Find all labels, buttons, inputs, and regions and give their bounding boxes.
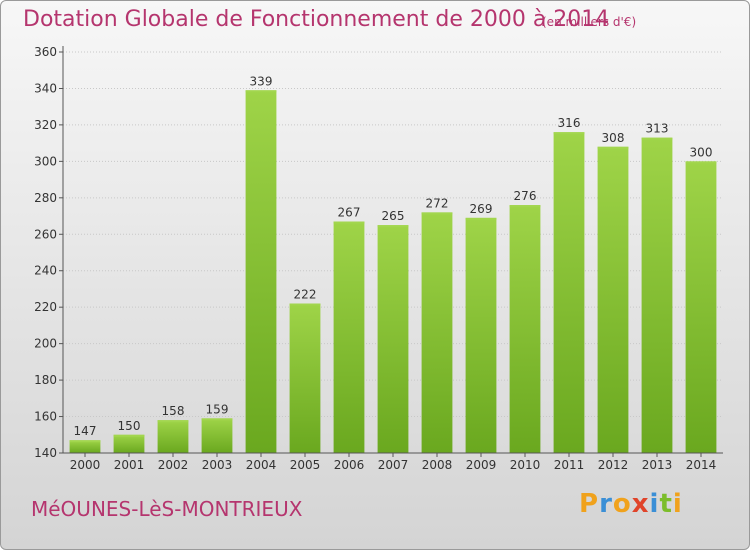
bar — [597, 146, 629, 454]
proxiti-logo: Proxiti — [579, 489, 683, 519]
x-tick-label: 2002 — [158, 458, 189, 472]
bar-highlight — [113, 434, 145, 437]
y-tick-label: 300 — [34, 154, 57, 168]
bar-highlight — [377, 225, 409, 228]
x-tick-label: 2011 — [554, 458, 585, 472]
logo-letter: t — [659, 489, 673, 519]
bar-highlight — [157, 420, 189, 423]
x-tick-label: 2003 — [202, 458, 233, 472]
bar-highlight — [509, 205, 541, 208]
x-tick-label: 2000 — [70, 458, 101, 472]
bars — [69, 90, 717, 454]
y-tick-label: 140 — [34, 446, 57, 460]
x-tick-label: 2008 — [422, 458, 453, 472]
y-tick-label: 220 — [34, 300, 57, 314]
bar — [245, 90, 277, 453]
data-label: 313 — [646, 122, 669, 136]
bar-highlight — [201, 418, 233, 421]
y-tick-label: 280 — [34, 191, 57, 205]
bar — [465, 217, 497, 453]
bar-highlight — [289, 303, 321, 306]
y-tick-label: 260 — [34, 227, 57, 241]
data-label: 265 — [382, 209, 405, 223]
data-label: 222 — [294, 288, 317, 302]
data-label: 276 — [514, 189, 537, 203]
y-tick-label: 340 — [34, 81, 57, 95]
bar — [421, 212, 453, 453]
x-tick-label: 2006 — [334, 458, 365, 472]
bar — [333, 221, 365, 453]
logo-letter: i — [649, 489, 660, 519]
bar — [201, 418, 233, 453]
chart-subtitle: (en milliers d'€) — [542, 15, 637, 29]
bar — [509, 205, 541, 453]
bar — [685, 161, 717, 453]
bar-highlight — [245, 90, 277, 93]
data-label: 269 — [470, 202, 493, 216]
data-label: 339 — [250, 74, 273, 88]
x-tick-label: 2009 — [466, 458, 497, 472]
x-tick-label: 2001 — [114, 458, 145, 472]
data-labels: 147 150 158 159 339 222 267 265 272 269 276 316 308 3… — [74, 74, 713, 438]
y-tick-label: 240 — [34, 264, 57, 278]
logo-letter: i — [672, 489, 683, 519]
bar — [289, 303, 321, 453]
y-tick-label: 200 — [34, 337, 57, 351]
logo-letter: x — [631, 489, 650, 519]
data-label: 308 — [602, 131, 625, 145]
chart-title: Dotation Globale de Fonctionnement de 20… — [23, 7, 610, 32]
x-tick-label: 2005 — [290, 458, 321, 472]
data-label: 316 — [558, 116, 581, 130]
y-tick-label: 320 — [34, 118, 57, 132]
x-tick-label: 2007 — [378, 458, 409, 472]
bar-highlight — [333, 221, 365, 224]
bar-highlight — [465, 217, 497, 220]
bar — [641, 137, 673, 453]
bar-highlight — [641, 137, 673, 140]
data-label: 300 — [690, 145, 713, 159]
bar-highlight — [597, 146, 629, 149]
bar — [157, 420, 189, 453]
data-label: 150 — [118, 419, 141, 433]
bar-highlight — [685, 161, 717, 164]
data-label: 147 — [74, 424, 97, 438]
bar — [69, 440, 101, 453]
y-tick-label: 160 — [34, 410, 57, 424]
bar-highlight — [69, 440, 101, 443]
logo-letter: P — [579, 489, 600, 519]
bar — [553, 132, 585, 453]
commune-name: MéOUNES-LèS-MONTRIEUX — [31, 497, 303, 521]
data-label: 159 — [206, 402, 229, 416]
bar-highlight — [421, 212, 453, 215]
x-tick-label: 2004 — [246, 458, 277, 472]
logo-letter: r — [599, 489, 613, 519]
logo-letter: o — [612, 489, 632, 519]
bar — [113, 434, 145, 453]
x-tick-label: 2010 — [510, 458, 541, 472]
data-label: 158 — [162, 404, 185, 418]
y-tick-label: 360 — [34, 45, 57, 59]
x-tick-label: 2013 — [642, 458, 673, 472]
x-tick-label: 2012 — [598, 458, 629, 472]
axes: 140 160 180 200 220 240 260 280 300 320 340 360 2000… — [34, 45, 723, 472]
y-tick-label: 180 — [34, 373, 57, 387]
data-label: 267 — [338, 206, 361, 220]
bar — [377, 225, 409, 453]
data-label: 272 — [426, 196, 449, 210]
x-tick-label: 2014 — [686, 458, 717, 472]
bar-highlight — [553, 132, 585, 135]
